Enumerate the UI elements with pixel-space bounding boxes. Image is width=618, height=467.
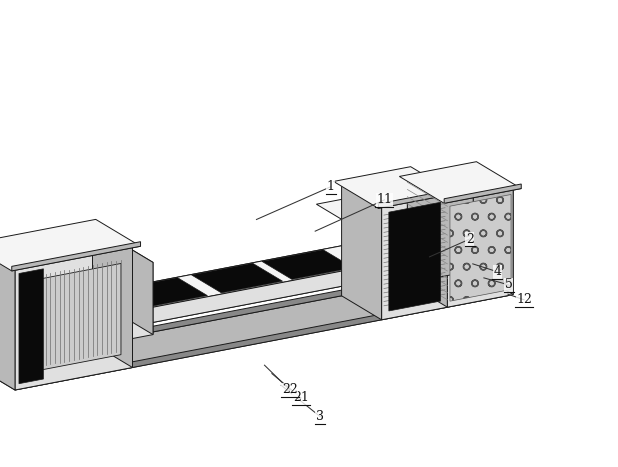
- Text: 11: 11: [376, 193, 392, 206]
- Polygon shape: [27, 263, 121, 373]
- Polygon shape: [82, 251, 425, 330]
- Polygon shape: [378, 189, 455, 208]
- Polygon shape: [12, 242, 140, 271]
- Polygon shape: [407, 164, 473, 283]
- Polygon shape: [389, 202, 441, 311]
- Polygon shape: [262, 250, 353, 279]
- Text: 1: 1: [327, 180, 334, 193]
- Polygon shape: [19, 269, 43, 384]
- Polygon shape: [450, 194, 511, 301]
- Polygon shape: [354, 197, 388, 290]
- Polygon shape: [93, 222, 132, 368]
- Text: 22: 22: [282, 383, 298, 396]
- Polygon shape: [381, 193, 447, 320]
- Polygon shape: [0, 219, 140, 271]
- Polygon shape: [316, 197, 388, 225]
- Text: 3: 3: [316, 410, 324, 423]
- Text: 12: 12: [516, 293, 532, 306]
- Polygon shape: [334, 167, 455, 208]
- Polygon shape: [0, 266, 468, 366]
- Text: 2: 2: [466, 233, 473, 246]
- Text: 21: 21: [293, 391, 309, 404]
- Polygon shape: [15, 290, 509, 390]
- Polygon shape: [342, 182, 381, 320]
- Polygon shape: [82, 236, 425, 315]
- Text: 5: 5: [505, 278, 512, 291]
- Polygon shape: [473, 164, 513, 295]
- Polygon shape: [399, 162, 521, 203]
- Polygon shape: [444, 184, 521, 203]
- Polygon shape: [15, 246, 132, 390]
- Polygon shape: [342, 169, 447, 206]
- Polygon shape: [192, 263, 282, 293]
- Polygon shape: [0, 244, 15, 390]
- Polygon shape: [112, 277, 208, 308]
- Polygon shape: [119, 242, 153, 334]
- Polygon shape: [114, 255, 425, 330]
- Polygon shape: [407, 169, 447, 307]
- Polygon shape: [0, 271, 509, 390]
- Polygon shape: [407, 164, 513, 201]
- Polygon shape: [116, 262, 153, 342]
- Polygon shape: [82, 236, 392, 311]
- Polygon shape: [447, 188, 513, 307]
- Polygon shape: [82, 242, 153, 269]
- Polygon shape: [350, 218, 388, 297]
- Polygon shape: [0, 222, 132, 269]
- Text: 4: 4: [494, 265, 501, 278]
